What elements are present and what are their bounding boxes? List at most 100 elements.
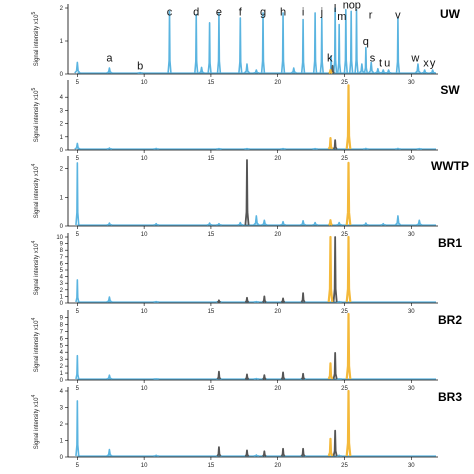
peak-blue xyxy=(336,454,342,457)
peak-grey xyxy=(300,292,306,303)
y-axis-label-text: Signal intensity x10 xyxy=(34,166,40,218)
peak-blue xyxy=(194,13,199,74)
peak-blue xyxy=(75,162,80,226)
panel-label: BR2 xyxy=(438,313,462,327)
peak-blue xyxy=(336,23,342,74)
peak-blue xyxy=(74,61,81,74)
peak-blue xyxy=(261,219,268,226)
peak-letter: s xyxy=(370,52,376,64)
peak-blue xyxy=(253,454,260,457)
y-axis-label: Signal intensity x105 xyxy=(31,12,40,67)
peak-blue xyxy=(395,17,401,74)
x-tick-label: 30 xyxy=(408,309,415,315)
y-tick-label: 3 xyxy=(60,281,64,287)
peak-blue xyxy=(106,147,113,150)
peak-grey xyxy=(216,370,222,380)
x-tick-label: 5 xyxy=(76,463,80,469)
peak-grey xyxy=(332,429,338,457)
peak-letter: u xyxy=(384,57,390,69)
x-tick-label: 5 xyxy=(76,80,80,86)
peak-blue xyxy=(106,448,113,457)
peak-yellow xyxy=(345,84,352,150)
x-tick-label: 5 xyxy=(76,309,80,315)
peak-letter: e xyxy=(216,6,222,18)
peak-grey xyxy=(332,236,338,303)
peak-blue xyxy=(280,220,286,226)
peak-blue xyxy=(312,221,318,226)
peak-blue xyxy=(253,69,260,74)
peak-grey xyxy=(280,297,286,303)
x-tick-label: 15 xyxy=(208,156,215,162)
peak-blue xyxy=(429,69,436,74)
y-tick-label: 2 xyxy=(60,364,64,370)
y-tick-label: 1 xyxy=(60,371,64,377)
x-tick-label: 30 xyxy=(408,386,415,392)
x-tick-label: 10 xyxy=(141,309,148,315)
y-axis-label-exponent: 4 xyxy=(31,241,37,244)
peak-blue xyxy=(319,17,324,74)
x-tick-label: 15 xyxy=(208,309,215,315)
peak-letter: r xyxy=(369,10,373,22)
peak-grey xyxy=(300,447,306,457)
y-axis-label: Signal intensity x104 xyxy=(31,241,40,296)
peak-blue xyxy=(153,222,159,226)
peak-blue xyxy=(106,374,113,380)
peak-blue xyxy=(238,17,243,74)
x-tick-label: 15 xyxy=(208,386,215,392)
y-axis-label-exponent: 5 xyxy=(31,12,37,15)
y-tick-label: 6 xyxy=(60,336,64,342)
y-axis-label-exponent: 5 xyxy=(31,88,37,91)
peak-blue xyxy=(290,67,297,74)
peak-blue xyxy=(343,8,349,74)
peak-letter: d xyxy=(193,6,199,18)
peak-grey xyxy=(244,373,250,380)
peak-letter: l xyxy=(334,3,336,15)
peak-grey xyxy=(280,371,286,380)
y-tick-label: 1 xyxy=(60,39,64,45)
peak-blue xyxy=(368,61,375,74)
x-tick-label: 15 xyxy=(208,80,215,86)
x-tick-label: 5 xyxy=(76,232,80,238)
x-tick-label: 10 xyxy=(141,463,148,469)
x-tick-label: 30 xyxy=(408,232,415,238)
peak-blue xyxy=(74,142,81,150)
x-tick-label: 25 xyxy=(341,463,348,469)
peak-yellow xyxy=(345,235,352,303)
peak-letter: o xyxy=(349,0,355,12)
y-axis-label: Signal intensity x104 xyxy=(31,318,40,373)
peak-blue xyxy=(216,12,222,74)
peak-letter: m xyxy=(337,11,346,23)
x-tick-label: 25 xyxy=(341,80,348,86)
x-tick-label: 20 xyxy=(274,309,281,315)
y-tick-label: 3 xyxy=(60,406,64,412)
peak-yellow xyxy=(345,161,352,226)
y-tick-label: 7 xyxy=(60,329,64,335)
peak-grey xyxy=(217,299,221,303)
y-tick-label: 1 xyxy=(60,195,64,201)
y-tick-label: 2 xyxy=(60,422,64,428)
y-tick-label: 4 xyxy=(60,350,64,356)
y-tick-label: 5 xyxy=(60,343,64,349)
peak-blue xyxy=(363,46,369,74)
y-tick-label: 8 xyxy=(60,248,64,254)
peak-blue xyxy=(207,22,212,74)
peak-letter: n xyxy=(343,0,349,12)
peak-blue xyxy=(421,69,428,74)
y-tick-label: 9 xyxy=(60,242,64,248)
peak-blue xyxy=(153,454,159,457)
peak-grey xyxy=(244,296,250,303)
peak-letter: p xyxy=(355,0,361,12)
x-tick-label: 30 xyxy=(408,156,415,162)
peak-blue xyxy=(300,18,306,74)
peak-yellow xyxy=(328,68,333,74)
x-tick-label: 25 xyxy=(341,156,348,162)
y-tick-label: 1 xyxy=(60,294,64,300)
peak-blue xyxy=(300,220,307,226)
peak-letter: y xyxy=(430,57,436,69)
peak-grey xyxy=(216,446,222,457)
x-tick-label: 5 xyxy=(76,156,80,162)
